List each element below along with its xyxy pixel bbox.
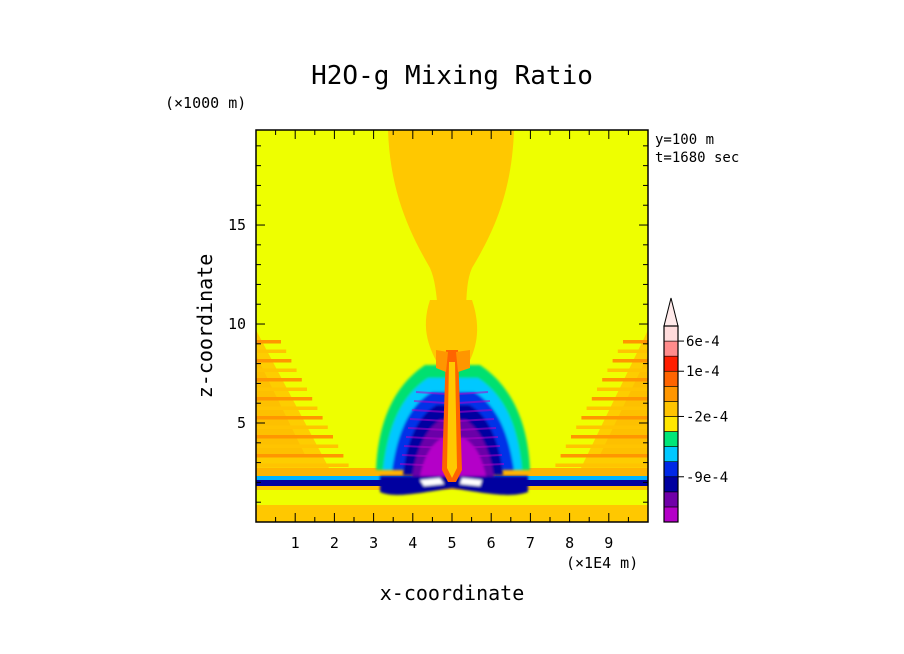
ripple-left [415,391,447,395]
y-axis-label: z-coordinate [193,254,217,399]
ripple-left [411,409,447,413]
x-tick-label: 3 [369,534,378,552]
x-tick-label: 7 [526,534,535,552]
colorbar-label: 6e-4 [686,334,720,350]
colorbar-extend-arrow [663,297,679,327]
colorbar-swatch [663,340,679,357]
stripe-right [555,463,648,467]
stripe-right [571,435,648,439]
ripple-left [405,436,447,440]
x-tick-labels: 1 2 3 4 5 6 7 8 9 [291,534,614,552]
colorbar-swatch [663,491,679,508]
ripple-right [457,463,505,467]
ripple-left [407,427,447,431]
colorbar-swatch [663,401,679,417]
stripe-right [586,406,648,410]
colorbar-swatch [663,461,679,478]
x-tick-label: 9 [604,534,613,552]
stripe-right [565,444,648,448]
x-tick-label: 4 [408,534,417,552]
stripe-right [612,359,648,363]
stripe-right [607,368,648,372]
stripe-right [560,454,648,458]
x-tick-label: 2 [330,534,339,552]
plume-upper [388,130,514,355]
stripe-left [256,454,344,458]
axis-ticks [256,130,648,522]
ripple-right [457,454,503,458]
stripe-left [256,349,287,353]
stripe-left [256,378,302,382]
stripe-right [581,416,648,420]
colorbar-labels: 6e-4 1e-4 -2e-4 -9e-4 [678,334,728,486]
stripe-left [256,444,339,448]
colorbar-swatch [663,325,679,342]
ripple-left [413,400,447,404]
colorbar-swatch [663,355,679,372]
y-tick-label: 15 [228,216,246,234]
updraft-core [447,362,457,478]
ripple-left [401,454,447,458]
ripple-right [457,436,499,440]
stripe-left [256,387,307,391]
x-tick-label: 8 [565,534,574,552]
y-tick-label: 10 [228,315,246,333]
stripe-right [617,349,648,353]
colorbar-swatch [663,476,679,493]
info-line-y: y=100 m [655,132,714,148]
stripe-left [256,416,323,420]
colorbar-swatch [663,370,679,387]
ripple-right [457,418,495,422]
plot-area [256,130,648,522]
colorbar-swatch [663,416,679,432]
colorbar-swatch [663,386,679,402]
stripe-left [256,463,349,467]
chart-title: H2O-g Mixing Ratio [311,61,593,91]
colorbar-label: 1e-4 [686,364,720,380]
ripple-right [457,391,489,395]
stripe-left [256,359,292,363]
x-axis-label: x-coordinate [380,581,525,605]
colorbar-swatch [663,446,679,462]
stripe-left [256,406,318,410]
updraft-top-right [456,350,470,372]
horizontal-stripes [256,340,648,467]
colorbar-label: -2e-4 [686,409,728,425]
colorbar-swatch [663,506,679,523]
colorbar [663,297,679,523]
x-tick-label: 5 [447,534,456,552]
stripe-left [256,340,281,344]
stripe-left [256,368,297,372]
ripple-left [399,463,447,467]
y-units-label: (×1000 m) [165,94,246,112]
y-tick-labels: 5 10 15 [228,216,246,432]
stripe-right [591,397,648,401]
ripple-right [457,427,497,431]
info-line-t: t=1680 sec [655,150,739,166]
y-tick-label: 5 [237,414,246,432]
stripe-right [576,425,648,429]
ripple-right [457,409,493,413]
x-tick-label: 6 [487,534,496,552]
stripe-right [602,378,648,382]
x-tick-label: 1 [291,534,300,552]
colorbar-frame [663,325,679,523]
colorbar-swatch [663,431,679,447]
x-units-label: (×1E4 m) [566,554,638,572]
ripple-left [409,418,447,422]
stripe-left [256,435,333,439]
stripe-left [256,425,328,429]
stripe-right [597,387,648,391]
colorbar-label: -9e-4 [686,470,728,486]
stripe-left [256,397,313,401]
stripe-right [623,340,648,344]
ripple-left [403,445,447,449]
updraft-top-left [436,350,448,372]
core-ripples [399,391,505,467]
ripple-right [457,445,501,449]
ripple-right [457,400,491,404]
